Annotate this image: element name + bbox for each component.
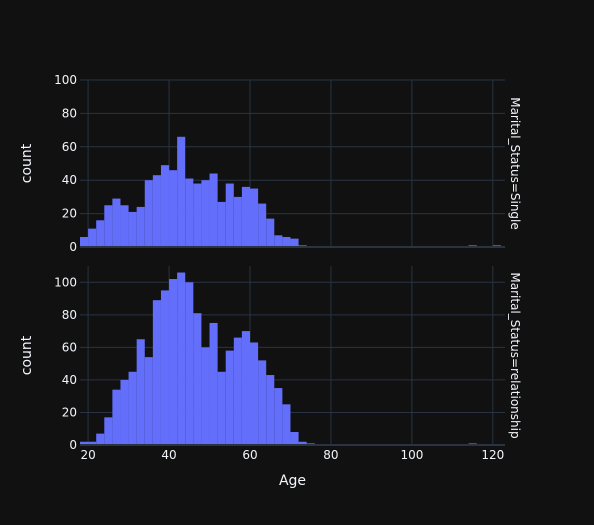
- histogram-bar: [104, 205, 113, 247]
- x-tick-label: 100: [400, 448, 423, 462]
- histogram-bar: [120, 379, 129, 445]
- x-tick-label: 40: [161, 448, 176, 462]
- histogram-bar: [241, 186, 250, 247]
- x-tick-label: 120: [481, 448, 504, 462]
- histogram-bar: [88, 441, 97, 445]
- y-axis-title: count: [19, 143, 35, 183]
- histogram-bar: [193, 313, 202, 445]
- y-tick-label: 0: [69, 240, 77, 254]
- histogram-bar: [96, 220, 105, 247]
- x-tick-label: 60: [242, 448, 257, 462]
- histogram-bar: [209, 322, 218, 445]
- histogram-bar: [201, 180, 210, 247]
- histogram-bar: [104, 417, 113, 445]
- histogram-bar: [152, 300, 161, 445]
- histogram-bar: [136, 339, 145, 445]
- x-tick-label: 20: [80, 448, 95, 462]
- histogram-bar: [185, 282, 194, 445]
- histogram-bar: [217, 201, 226, 247]
- y-tick-label: 0: [69, 438, 77, 452]
- histogram-bar: [217, 371, 226, 445]
- histogram-bar: [201, 347, 210, 445]
- y-tick-label: 100: [54, 73, 77, 87]
- histogram-bar: [177, 136, 186, 247]
- y-tick-label: 100: [54, 275, 77, 289]
- histogram-bar: [185, 178, 194, 247]
- histogram-bar: [298, 441, 307, 445]
- y-tick-label: 80: [62, 106, 77, 120]
- x-tick-label: 80: [323, 448, 338, 462]
- histogram-bar: [266, 218, 275, 247]
- histogram-bar: [96, 433, 105, 445]
- histogram-bar: [88, 228, 97, 247]
- y-axis-title: count: [19, 335, 35, 375]
- histogram-bar: [274, 388, 283, 445]
- histogram-bar: [152, 175, 161, 247]
- y-tick-label: 60: [62, 140, 77, 154]
- facet-label: Marital_Status=relationship: [508, 272, 522, 438]
- x-axis-title: Age: [279, 473, 306, 489]
- y-tick-label: 80: [62, 308, 77, 322]
- histogram-bar: [209, 173, 218, 247]
- facet-label: Marital_Status=Single: [508, 97, 522, 230]
- histogram-bar: [290, 238, 299, 247]
- histogram-bar: [250, 342, 259, 445]
- histogram-bar: [225, 350, 234, 445]
- histogram-bar: [225, 183, 234, 247]
- histogram-bar: [112, 389, 121, 445]
- histogram-bar: [290, 431, 299, 445]
- histogram-bar: [120, 205, 129, 247]
- histogram-bar: [250, 188, 259, 247]
- y-tick-label: 40: [62, 173, 77, 187]
- histogram-bar: [258, 360, 267, 445]
- histogram-bar: [233, 196, 242, 247]
- histogram-bar: [177, 272, 186, 445]
- histogram-bar: [112, 198, 121, 247]
- histogram-bar: [128, 211, 137, 247]
- histogram-bar: [144, 357, 153, 445]
- histogram-bar: [144, 180, 153, 247]
- y-tick-label: 40: [62, 373, 77, 387]
- histogram-bar: [136, 206, 145, 247]
- y-tick-label: 20: [62, 207, 77, 221]
- histogram-bar: [282, 404, 291, 445]
- histogram-bar: [160, 290, 170, 445]
- histogram-bar: [282, 236, 291, 247]
- histogram-bar: [169, 170, 178, 247]
- histogram-bar: [233, 337, 242, 445]
- histogram-bar: [80, 441, 89, 445]
- histogram-bar: [160, 165, 170, 247]
- histogram-bar: [128, 371, 137, 445]
- histogram-bar: [241, 331, 250, 445]
- histogram-bar: [193, 183, 202, 247]
- histogram-bar: [258, 203, 267, 247]
- y-tick-label: 20: [62, 405, 77, 419]
- y-tick-label: 60: [62, 340, 77, 354]
- histogram-bar: [274, 235, 283, 247]
- histogram-bar: [169, 279, 178, 445]
- histogram-bar: [266, 375, 275, 445]
- histogram-bar: [80, 236, 89, 247]
